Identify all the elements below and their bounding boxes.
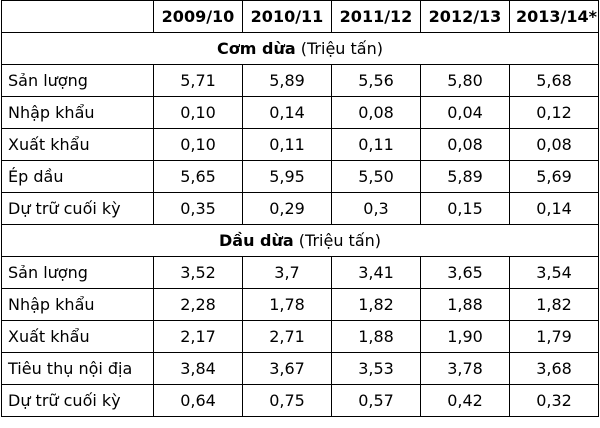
data-row: Sản lượng 3,52 3,7 3,41 3,65 3,54 [1, 256, 599, 289]
value-cell: 0,14 [242, 96, 332, 129]
header-row: 2009/10 2010/11 2011/12 2012/13 2013/14* [1, 0, 599, 33]
data-row: Xuất khẩu 2,17 2,71 1,88 1,90 1,79 [1, 320, 599, 353]
value-cell: 1,90 [420, 320, 510, 353]
row-label: Dự trữ cuối kỳ [1, 192, 154, 225]
value-cell: 2,71 [242, 320, 332, 353]
value-cell: 5,95 [242, 160, 332, 193]
data-row: Dự trữ cuối kỳ 0,35 0,29 0,3 0,15 0,14 [1, 192, 599, 225]
row-label: Sản lượng [1, 64, 154, 97]
section-title: Cơm dừa [217, 39, 296, 58]
value-cell: 0,10 [153, 96, 243, 129]
value-cell: 3,54 [509, 256, 599, 289]
value-cell: 5,68 [509, 64, 599, 97]
section-cell: Dầu dừa (Triệu tấn) [1, 224, 599, 257]
row-label: Nhập khẩu [1, 96, 154, 129]
value-cell: 0,10 [153, 128, 243, 161]
value-cell: 0,64 [153, 384, 243, 417]
value-cell: 5,80 [420, 64, 510, 97]
column-header: 2013/14* [509, 0, 599, 33]
value-cell: 1,88 [420, 288, 510, 321]
value-cell: 3,68 [509, 352, 599, 385]
row-label: Tiêu thụ nội địa [1, 352, 154, 385]
value-cell: 0,11 [331, 128, 421, 161]
value-cell: 0,57 [331, 384, 421, 417]
row-label: Ép dầu [1, 160, 154, 193]
corner-cell [1, 0, 154, 33]
value-cell: 2,17 [153, 320, 243, 353]
value-cell: 3,41 [331, 256, 421, 289]
section-row: Dầu dừa (Triệu tấn) [1, 224, 599, 257]
column-header: 2011/12 [331, 0, 421, 33]
value-cell: 3,53 [331, 352, 421, 385]
value-cell: 5,71 [153, 64, 243, 97]
value-cell: 0,15 [420, 192, 510, 225]
value-cell: 1,79 [509, 320, 599, 353]
value-cell: 5,89 [242, 64, 332, 97]
data-row: Nhập khẩu 0,10 0,14 0,08 0,04 0,12 [1, 96, 599, 129]
section-unit: (Triệu tấn) [300, 39, 383, 58]
row-label: Sản lượng [1, 256, 154, 289]
value-cell: 0,08 [331, 96, 421, 129]
value-cell: 1,78 [242, 288, 332, 321]
data-row: Nhập khẩu 2,28 1,78 1,82 1,88 1,82 [1, 288, 599, 321]
value-cell: 0,32 [509, 384, 599, 417]
row-label: Xuất khẩu [1, 320, 154, 353]
value-cell: 0,12 [509, 96, 599, 129]
value-cell: 1,82 [331, 288, 421, 321]
value-cell: 0,75 [242, 384, 332, 417]
value-cell: 0,04 [420, 96, 510, 129]
value-cell: 0,14 [509, 192, 599, 225]
value-cell: 3,7 [242, 256, 332, 289]
value-cell: 0,29 [242, 192, 332, 225]
data-row: Ép dầu 5,65 5,95 5,50 5,89 5,69 [1, 160, 599, 193]
value-cell: 0,35 [153, 192, 243, 225]
value-cell: 1,88 [331, 320, 421, 353]
value-cell: 5,50 [331, 160, 421, 193]
column-header: 2010/11 [242, 0, 332, 33]
value-cell: 2,28 [153, 288, 243, 321]
section-unit: (Triệu tấn) [298, 231, 381, 250]
value-cell: 0,3 [331, 192, 421, 225]
value-cell: 1,82 [509, 288, 599, 321]
value-cell: 3,67 [242, 352, 332, 385]
value-cell: 0,08 [420, 128, 510, 161]
value-cell: 5,89 [420, 160, 510, 193]
column-header: 2012/13 [420, 0, 510, 33]
data-table: 2009/10 2010/11 2011/12 2012/13 2013/14* Cơm … [1, 0, 599, 417]
value-cell: 5,56 [331, 64, 421, 97]
row-label: Dự trữ cuối kỳ [1, 384, 154, 417]
value-cell: 5,65 [153, 160, 243, 193]
value-cell: 5,69 [509, 160, 599, 193]
data-row: Sản lượng 5,71 5,89 5,56 5,80 5,68 [1, 64, 599, 97]
row-label: Xuất khẩu [1, 128, 154, 161]
value-cell: 3,84 [153, 352, 243, 385]
data-row: Tiêu thụ nội địa 3,84 3,67 3,53 3,78 3,68 [1, 352, 599, 385]
data-row: Dự trữ cuối kỳ 0,64 0,75 0,57 0,42 0,32 [1, 384, 599, 417]
section-title: Dầu dừa [219, 231, 294, 250]
value-cell: 3,52 [153, 256, 243, 289]
section-row: Cơm dừa (Triệu tấn) [1, 32, 599, 65]
value-cell: 0,42 [420, 384, 510, 417]
value-cell: 3,65 [420, 256, 510, 289]
column-header: 2009/10 [153, 0, 243, 33]
value-cell: 0,11 [242, 128, 332, 161]
data-row: Xuất khẩu 0,10 0,11 0,11 0,08 0,08 [1, 128, 599, 161]
value-cell: 0,08 [509, 128, 599, 161]
row-label: Nhập khẩu [1, 288, 154, 321]
value-cell: 3,78 [420, 352, 510, 385]
table-body: 2009/10 2010/11 2011/12 2012/13 2013/14* Cơm … [1, 0, 599, 417]
section-cell: Cơm dừa (Triệu tấn) [1, 32, 599, 65]
